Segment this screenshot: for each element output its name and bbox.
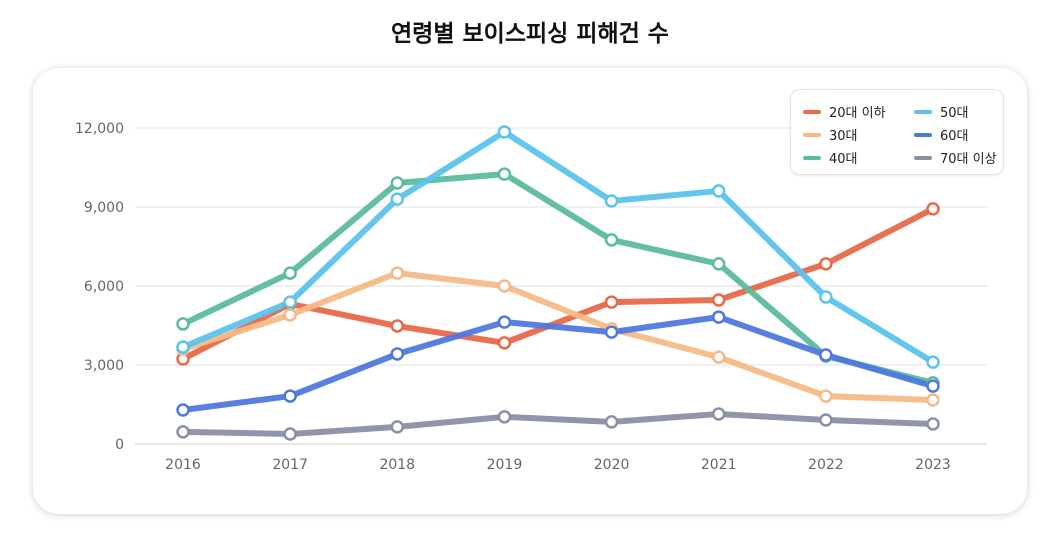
data-point bbox=[283, 389, 297, 403]
data-point bbox=[711, 310, 726, 324]
legend-item: 70대 이상 bbox=[914, 148, 997, 167]
legend-swatch bbox=[914, 109, 932, 114]
x-tick-label: 2019 bbox=[487, 457, 523, 473]
legend-item: 60대 bbox=[914, 125, 969, 144]
data-point bbox=[604, 325, 619, 339]
series-line-60대 bbox=[180, 314, 936, 414]
data-point bbox=[497, 336, 512, 350]
data-point bbox=[604, 295, 619, 309]
data-point bbox=[926, 355, 940, 369]
x-tick-label: 2021 bbox=[701, 457, 737, 473]
data-point bbox=[283, 266, 297, 280]
data-point bbox=[176, 317, 190, 331]
data-point bbox=[819, 348, 833, 362]
x-tick-label: 2016 bbox=[165, 457, 201, 473]
legend-label: 50대 bbox=[940, 106, 969, 121]
data-point bbox=[176, 403, 190, 417]
legend-label: 30대 bbox=[829, 129, 858, 144]
y-tick-label: 9,000 bbox=[84, 200, 124, 216]
data-point bbox=[819, 290, 833, 304]
legend-item: 30대 bbox=[803, 125, 858, 144]
data-point bbox=[283, 295, 297, 309]
legend-label: 20대 이하 bbox=[829, 106, 886, 121]
data-point bbox=[711, 350, 726, 364]
y-tick-label: 6,000 bbox=[84, 279, 124, 295]
series-line-20대 이하 bbox=[180, 205, 936, 362]
data-point bbox=[497, 279, 512, 293]
data-point bbox=[711, 407, 726, 421]
legend-item: 40대 bbox=[803, 148, 858, 167]
data-point bbox=[819, 413, 833, 427]
y-tick-label: 12,000 bbox=[75, 121, 124, 137]
x-tick-label: 2020 bbox=[594, 457, 630, 473]
legend-swatch bbox=[914, 132, 932, 137]
series-line-30대 bbox=[180, 270, 936, 404]
data-point bbox=[926, 417, 940, 431]
data-point bbox=[819, 389, 833, 403]
data-point bbox=[390, 266, 405, 280]
data-point bbox=[176, 340, 190, 354]
data-point bbox=[283, 427, 297, 441]
data-point bbox=[497, 315, 512, 329]
data-point bbox=[711, 293, 726, 307]
data-point bbox=[390, 192, 405, 206]
legend-swatch bbox=[803, 132, 821, 137]
data-point bbox=[711, 184, 726, 198]
legend-label: 40대 bbox=[829, 152, 858, 167]
legend-label: 70대 이상 bbox=[940, 152, 997, 167]
legend-swatch bbox=[803, 155, 821, 160]
data-point bbox=[711, 257, 726, 271]
data-point bbox=[176, 425, 190, 439]
data-point bbox=[926, 393, 940, 407]
data-point bbox=[604, 415, 619, 429]
data-point bbox=[497, 125, 512, 139]
legend-item: 20대 이하 bbox=[803, 102, 886, 121]
y-tick-label: 0 bbox=[115, 437, 124, 453]
data-point bbox=[819, 257, 833, 271]
x-tick-label: 2017 bbox=[272, 457, 308, 473]
x-tick-label: 2022 bbox=[808, 457, 844, 473]
y-tick-label: 3,000 bbox=[84, 358, 124, 374]
legend-label: 60대 bbox=[940, 129, 969, 144]
series-line-70대 이상 bbox=[180, 410, 936, 437]
data-point bbox=[497, 167, 512, 181]
legend-item: 50대 bbox=[914, 102, 969, 121]
legend: 20대 이하 30대 40대 50대 60대 70대 이상 bbox=[790, 89, 1004, 175]
chart-title: 연령별 보이스피싱 피해건 수 bbox=[391, 21, 669, 47]
data-point bbox=[283, 308, 297, 322]
legend-swatch bbox=[914, 155, 932, 160]
series-line-50대 bbox=[180, 128, 936, 366]
data-point bbox=[390, 176, 405, 190]
data-point bbox=[604, 233, 619, 247]
data-point bbox=[604, 194, 619, 208]
legend-swatch bbox=[803, 109, 821, 114]
data-point bbox=[497, 410, 512, 424]
series-line-40대 bbox=[180, 171, 936, 386]
data-point bbox=[390, 319, 405, 333]
x-tick-label: 2018 bbox=[379, 457, 415, 473]
data-point bbox=[390, 420, 405, 434]
data-point bbox=[390, 347, 405, 361]
x-tick-label: 2023 bbox=[915, 457, 951, 473]
data-point bbox=[926, 202, 940, 216]
data-point bbox=[926, 379, 940, 393]
